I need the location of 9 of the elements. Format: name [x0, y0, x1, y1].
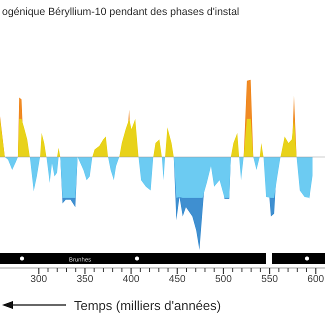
x-tick-label: 600 [307, 274, 325, 285]
x-tick-label: 350 [76, 274, 94, 285]
chart-title: ogénique Béryllium-10 pendant des phases d'instal [2, 6, 240, 18]
x-tick-label: 300 [30, 274, 48, 285]
x-tick-label: 500 [215, 274, 232, 285]
x-tick-label: 450 [168, 274, 186, 285]
x-axis-title: Temps (milliers d'années) [74, 298, 221, 313]
x-tick-label: 550 [261, 274, 278, 285]
x-tick-label: 400 [122, 274, 140, 285]
